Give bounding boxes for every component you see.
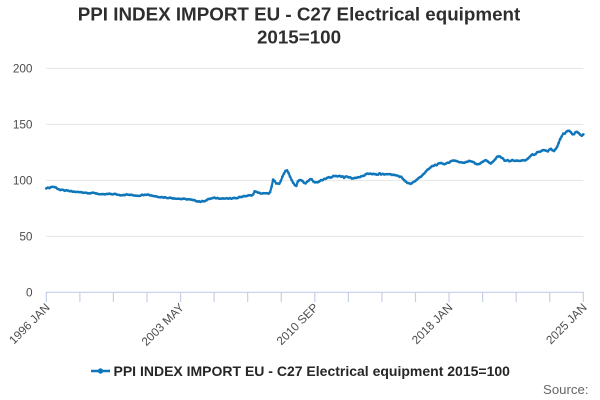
svg-text:PPI INDEX IMPORT EU - C27 Elec: PPI INDEX IMPORT EU - C27 Electrical equ… xyxy=(78,3,521,24)
svg-text:50: 50 xyxy=(19,230,33,244)
svg-text:PPI INDEX IMPORT EU - C27 Elec: PPI INDEX IMPORT EU - C27 Electrical equ… xyxy=(114,363,511,379)
svg-text:100: 100 xyxy=(13,174,33,188)
svg-text:2015=100: 2015=100 xyxy=(257,27,341,48)
svg-text:200: 200 xyxy=(13,62,33,76)
svg-text:0: 0 xyxy=(26,286,33,300)
svg-text:Source:: Source: xyxy=(543,382,588,397)
svg-text:150: 150 xyxy=(13,118,33,132)
